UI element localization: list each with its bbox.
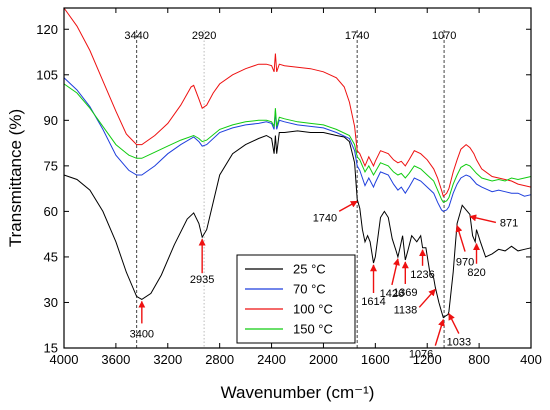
y-tick-label: 30 bbox=[44, 295, 58, 310]
plot-frame bbox=[63, 7, 532, 349]
peak-label-871: 871 bbox=[500, 217, 518, 229]
peak-arrow-871 bbox=[469, 214, 497, 224]
marker-label-1740: 1740 bbox=[345, 30, 369, 42]
y-tick-label: 120 bbox=[36, 22, 58, 37]
legend-label: 150 °C bbox=[293, 322, 333, 337]
peak-label-1614: 1614 bbox=[361, 296, 385, 308]
x-tick-label: 4000 bbox=[50, 352, 79, 367]
series-line-2 bbox=[63, 7, 532, 198]
series-line-1 bbox=[63, 77, 532, 212]
y-tick-label: 60 bbox=[44, 204, 58, 219]
y-tick-label: 90 bbox=[44, 113, 58, 128]
y-tick-label: 75 bbox=[44, 158, 58, 173]
peak-label-1369: 1369 bbox=[393, 287, 417, 299]
series-line-3 bbox=[63, 83, 532, 203]
y-axis-ticks: 15 30 45 60 75 90 105 120 bbox=[36, 22, 531, 356]
peak-label-1033: 1033 bbox=[447, 337, 471, 349]
legend-label: 70 °C bbox=[293, 282, 326, 297]
x-tick-label: 1600 bbox=[361, 352, 390, 367]
peak-arrow-1076 bbox=[434, 318, 445, 346]
x-tick-label: 3200 bbox=[153, 352, 182, 367]
legend-label: 25 °C bbox=[293, 262, 326, 277]
peak-label-1138: 1138 bbox=[394, 304, 418, 316]
y-axis-title: Transmittance (%) bbox=[6, 109, 25, 247]
peak-label-970: 970 bbox=[456, 257, 474, 269]
series-line-0 bbox=[63, 130, 532, 319]
y-tick-label: 45 bbox=[44, 249, 58, 264]
legend-label: 100 °C bbox=[293, 302, 333, 317]
marker-label-3440: 3440 bbox=[124, 30, 148, 42]
peak-arrow-1740 bbox=[338, 200, 358, 212]
legend: 25 °C 70 °C 100 °C 150 °C bbox=[236, 254, 356, 344]
peak-arrow-1426 bbox=[391, 258, 400, 286]
peak-label-2935: 2935 bbox=[190, 274, 214, 286]
x-tick-label: 400 bbox=[520, 352, 542, 367]
y-tick-label: 105 bbox=[36, 67, 58, 82]
peak-label-820: 820 bbox=[467, 267, 485, 279]
x-tick-label: 1200 bbox=[413, 352, 442, 367]
marker-label-1070: 1070 bbox=[432, 30, 456, 42]
peak-label-1426: 1426 bbox=[380, 288, 404, 300]
peak-arrow-1138 bbox=[418, 288, 436, 308]
peak-arrow-970 bbox=[455, 224, 466, 252]
x-tick-label: 2400 bbox=[257, 352, 286, 367]
x-axis-title: Wavenumber (cm⁻¹) bbox=[221, 383, 375, 402]
peak-label-1236: 1236 bbox=[410, 269, 434, 281]
marker-label-2920: 2920 bbox=[192, 30, 216, 42]
peak-label-1076: 1076 bbox=[409, 349, 433, 361]
peak-label-1740: 1740 bbox=[313, 212, 337, 224]
legend-box bbox=[236, 254, 356, 344]
peak-arrow-1033 bbox=[448, 312, 460, 334]
x-tick-label: 2000 bbox=[309, 352, 338, 367]
x-tick-label: 800 bbox=[468, 352, 490, 367]
series-lines bbox=[63, 7, 532, 319]
x-tick-label: 2800 bbox=[205, 352, 234, 367]
x-tick-label: 3600 bbox=[101, 352, 130, 367]
x-axis-ticks: 4000 3600 3200 2800 2400 2000 1600 1200 800 400 bbox=[50, 8, 542, 367]
reference-lines: 3440 2920 1740 1070 bbox=[124, 30, 456, 348]
y-tick-label: 15 bbox=[44, 341, 58, 356]
peak-label-3400: 3400 bbox=[130, 328, 154, 340]
